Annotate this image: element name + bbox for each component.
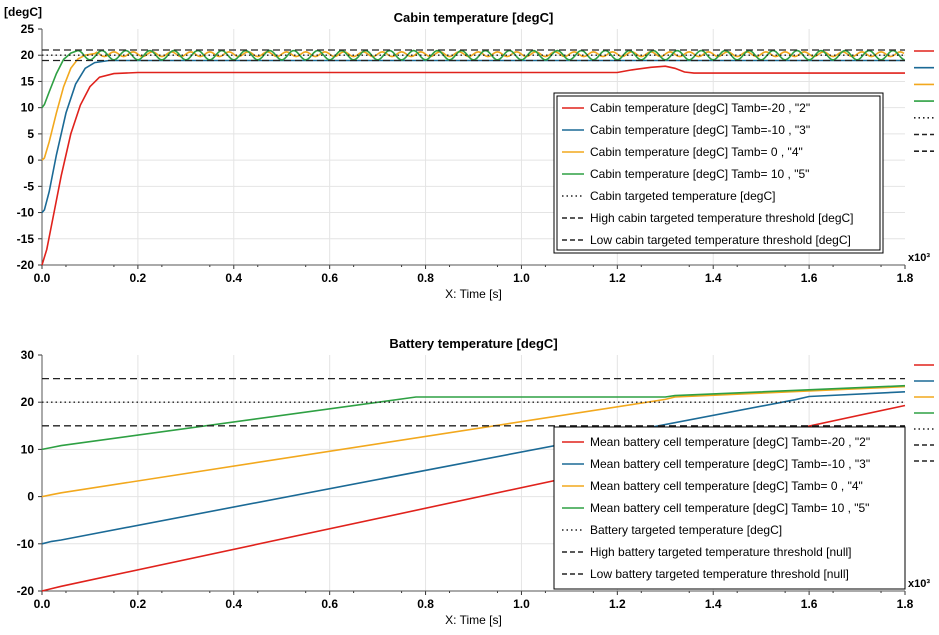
- y-tick-label: -5: [23, 179, 34, 193]
- y-axis-label: [degC]: [4, 5, 42, 19]
- x-multiplier: x10³: [908, 578, 930, 590]
- legend-entry: Cabin temperature [degC] Tamb=-10 , "3": [590, 123, 810, 137]
- chart-2: Battery temperature [degC] 0.0 0.2 0.4 0.6 0.…: [17, 336, 934, 627]
- x-axis-label: X: Time [s]: [445, 287, 502, 301]
- legend-entry: Cabin temperature [degC] Tamb= 0 , "4": [590, 145, 803, 159]
- y-tick-label: -10: [17, 206, 35, 220]
- legend-entry: High battery targeted temperature thresh…: [590, 545, 851, 559]
- y-tick-label: -20: [17, 584, 35, 598]
- y-tick-label: 15: [21, 74, 35, 88]
- x-tick-label: 1.6: [801, 271, 818, 285]
- x-tick-label: 1.0: [513, 597, 530, 611]
- chart-1: Cabin temperature [degC] [degC] 0.0 0.2 0.4 0…: [4, 5, 934, 301]
- x-tick-label: 0.4: [225, 271, 242, 285]
- legend-entry: High cabin targeted temperature threshol…: [590, 211, 854, 225]
- x-tick-label: 1.8: [897, 597, 914, 611]
- x-tick-label: 1.4: [705, 597, 722, 611]
- legend-entry: Mean battery cell temperature [degC] Tam…: [590, 501, 869, 515]
- series-line-3[interactable]: [41, 385, 906, 498]
- x-tick-label: 0.2: [130, 271, 147, 285]
- x-tick-label: 0.0: [34, 271, 51, 285]
- x-tick-label: 0.4: [225, 597, 242, 611]
- legend-entry: Low battery targeted temperature thresho…: [590, 567, 849, 581]
- series-line-1[interactable]: [41, 404, 906, 592]
- series-line-2[interactable]: [41, 59, 905, 214]
- x-tick-label: 1.6: [801, 597, 818, 611]
- x-tick-label: 1.0: [513, 271, 530, 285]
- legend-inner-border: [556, 95, 881, 251]
- legend-entry: Mean battery cell temperature [degC] Tam…: [590, 435, 870, 449]
- y-tick-label: -15: [17, 232, 35, 246]
- y-tick-label: 0: [27, 490, 34, 504]
- legend-entry: Low cabin targeted temperature threshold…: [590, 233, 851, 247]
- x-tick-label: 0.6: [321, 271, 338, 285]
- y-tick-label: 10: [21, 442, 35, 456]
- legend: Mean battery cell temperature [degC] Tam…: [553, 426, 906, 590]
- y-tick-label: -10: [17, 537, 35, 551]
- series-line-2[interactable]: [41, 391, 906, 545]
- legend-entry: Battery targeted temperature [degC]: [590, 523, 782, 537]
- x-tick-label: 0.2: [130, 597, 147, 611]
- legend-box: [553, 92, 884, 254]
- legend-entry: Cabin targeted temperature [degC]: [590, 189, 775, 203]
- x-axis-label: X: Time [s]: [445, 613, 502, 627]
- x-tick-label: 0.0: [34, 597, 51, 611]
- y-tick-label: 25: [21, 22, 35, 36]
- legend: Cabin temperature [degC] Tamb=-20 , "2" C…: [553, 92, 884, 254]
- legend-entry: Cabin temperature [degC] Tamb= 10 , "5": [590, 167, 809, 181]
- y-tick-label: 0: [27, 153, 34, 167]
- y-tick-label: 10: [21, 101, 35, 115]
- x-multiplier: x10³: [908, 252, 930, 264]
- legend-entry: Cabin temperature [degC] Tamb=-20 , "2": [590, 101, 810, 115]
- x-tick-label: 0.6: [321, 597, 338, 611]
- legend-entry: Mean battery cell temperature [degC] Tam…: [590, 457, 870, 471]
- x-tick-label: 1.4: [705, 271, 722, 285]
- y-tick-label: -20: [17, 258, 35, 272]
- y-tick-label: 30: [21, 348, 35, 362]
- x-tick-label: 0.8: [417, 597, 434, 611]
- chart-title: Cabin temperature [degC]: [394, 10, 554, 25]
- x-tick-label: 1.8: [897, 271, 914, 285]
- chart-title: Battery temperature [degC]: [389, 336, 557, 351]
- x-tick-label: 1.2: [609, 271, 626, 285]
- x-tick-label: 0.8: [417, 271, 434, 285]
- y-tick-label: 20: [21, 48, 35, 62]
- y-tick-label: 5: [27, 127, 34, 141]
- legend-entry: Mean battery cell temperature [degC] Tam…: [590, 479, 863, 493]
- legend-box: [553, 426, 906, 590]
- y-tick-label: 20: [21, 395, 35, 409]
- series-line-1[interactable]: [41, 65, 905, 266]
- series-line-4[interactable]: [41, 49, 905, 109]
- series-line-4[interactable]: [41, 384, 906, 451]
- x-tick-label: 1.2: [609, 597, 626, 611]
